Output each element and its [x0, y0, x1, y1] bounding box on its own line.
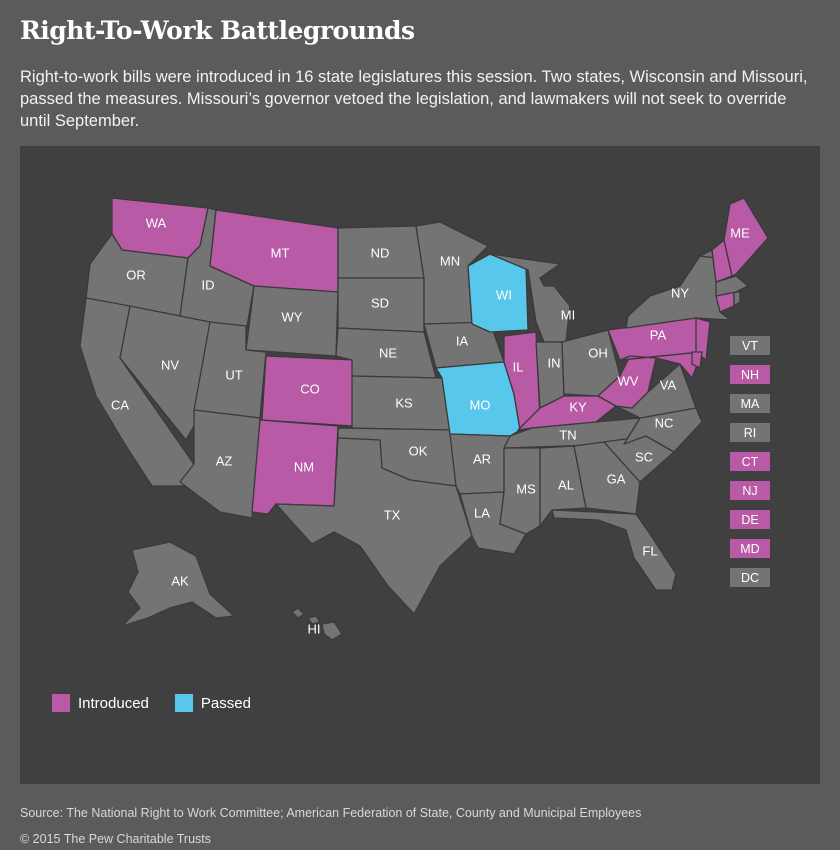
state-label-HI: HI	[308, 621, 321, 636]
state-label-AZ: AZ	[216, 453, 233, 468]
state-label-TX: TX	[384, 507, 401, 522]
state-label-MN: MN	[440, 253, 460, 268]
state-DE[interactable]	[691, 351, 703, 369]
state-label-AK: AK	[171, 573, 189, 588]
state-label-LA: LA	[474, 505, 490, 520]
state-label-KY: KY	[569, 399, 587, 414]
small-state-label-CT: CT	[742, 455, 759, 469]
state-WV[interactable]	[597, 355, 657, 409]
legend-introduced-swatch	[52, 694, 70, 712]
state-TX[interactable]	[275, 437, 473, 615]
small-state-box-NH[interactable]	[730, 365, 770, 384]
state-label-SD: SD	[371, 295, 389, 310]
state-label-SC: SC	[635, 449, 653, 464]
state-label-AL: AL	[558, 477, 574, 492]
small-state-box-DC[interactable]	[730, 568, 770, 587]
small-state-box-CT[interactable]	[730, 452, 770, 471]
legend: Introduced Passed	[52, 694, 251, 712]
state-label-WY: WY	[282, 309, 303, 324]
state-MI[interactable]	[489, 253, 571, 343]
legend-introduced-label: Introduced	[78, 694, 149, 712]
state-label-KS: KS	[395, 395, 413, 410]
state-NV[interactable]	[119, 305, 211, 441]
state-label-IL: IL	[513, 359, 524, 374]
chart-subtitle: Right-to-work bills were introduced in 1…	[20, 68, 808, 130]
small-state-box-RI[interactable]	[730, 423, 770, 442]
small-state-box-MD[interactable]	[730, 539, 770, 558]
state-label-OK: OK	[409, 443, 428, 458]
state-label-MI: MI	[561, 307, 575, 322]
state-label-AR: AR	[473, 451, 491, 466]
state-GA[interactable]	[573, 441, 641, 515]
legend-passed-swatch	[174, 694, 193, 712]
state-label-VA: VA	[660, 377, 677, 392]
state-label-OH: OH	[588, 345, 608, 360]
small-state-label-VT: VT	[742, 339, 758, 353]
state-label-IA: IA	[456, 333, 469, 348]
state-label-TN: TN	[559, 427, 576, 442]
small-state-label-NH: NH	[741, 368, 759, 382]
state-label-CO: CO	[300, 381, 320, 396]
small-state-label-NJ: NJ	[742, 484, 757, 498]
state-NJ[interactable]	[695, 317, 711, 361]
state-label-OR: OR	[126, 267, 146, 282]
small-state-box-DE[interactable]	[730, 510, 770, 529]
small-state-label-DC: DC	[741, 571, 759, 585]
chart-title: Right-To-Work Battlegrounds	[20, 16, 415, 45]
state-label-MS: MS	[516, 481, 536, 496]
state-label-NV: NV	[161, 357, 179, 372]
state-label-GA: GA	[607, 471, 626, 486]
legend-passed-label: Passed	[200, 694, 251, 712]
state-label-IN: IN	[548, 355, 561, 370]
state-AK[interactable]	[121, 541, 235, 627]
state-label-NC: NC	[655, 415, 674, 430]
legend-passed: Passed	[174, 694, 251, 712]
small-state-label-MA: MA	[741, 397, 760, 411]
state-label-WI: WI	[496, 287, 512, 302]
state-label-MT: MT	[271, 245, 290, 260]
state-label-ND: ND	[371, 245, 390, 260]
small-state-label-RI: RI	[744, 426, 757, 440]
state-label-MO: MO	[470, 397, 491, 412]
map-panel: WA OR CA ID NV MT WY UT AZ CO NM ND SD NE KS OK TX MN IA MO…	[20, 146, 820, 784]
state-label-WV: WV	[618, 373, 639, 388]
state-label-ME: ME	[730, 225, 750, 240]
state-AZ[interactable]	[179, 409, 261, 519]
small-state-label-MD: MD	[740, 542, 759, 556]
state-label-NE: NE	[379, 345, 397, 360]
small-state-label-DE: DE	[741, 513, 758, 527]
state-label-PA: PA	[650, 327, 667, 342]
state-FL[interactable]	[551, 509, 677, 591]
state-label-NY: NY	[671, 285, 689, 300]
source-note: Source: The National Right to Work Commi…	[20, 806, 642, 820]
copyright-note: © 2015 The Pew Charitable Trusts	[20, 832, 212, 846]
state-label-WA: WA	[146, 215, 167, 230]
legend-introduced: Introduced	[52, 694, 149, 712]
state-MA[interactable]	[715, 275, 749, 297]
state-HI[interactable]	[291, 607, 343, 641]
state-AL[interactable]	[539, 445, 587, 527]
state-label-ID: ID	[202, 277, 215, 292]
small-state-box-VT[interactable]	[730, 336, 770, 355]
us-map: WA OR CA ID NV MT WY UT AZ CO NM ND SD NE KS OK TX MN IA MO…	[79, 197, 770, 641]
state-ME[interactable]	[723, 197, 769, 277]
state-RI[interactable]	[733, 291, 741, 307]
state-label-NM: NM	[294, 459, 314, 474]
state-label-CA: CA	[111, 397, 129, 412]
small-state-box-MA[interactable]	[730, 394, 770, 413]
state-label-UT: UT	[225, 367, 242, 382]
small-state-box-NJ[interactable]	[730, 481, 770, 500]
state-label-FL: FL	[642, 543, 657, 558]
